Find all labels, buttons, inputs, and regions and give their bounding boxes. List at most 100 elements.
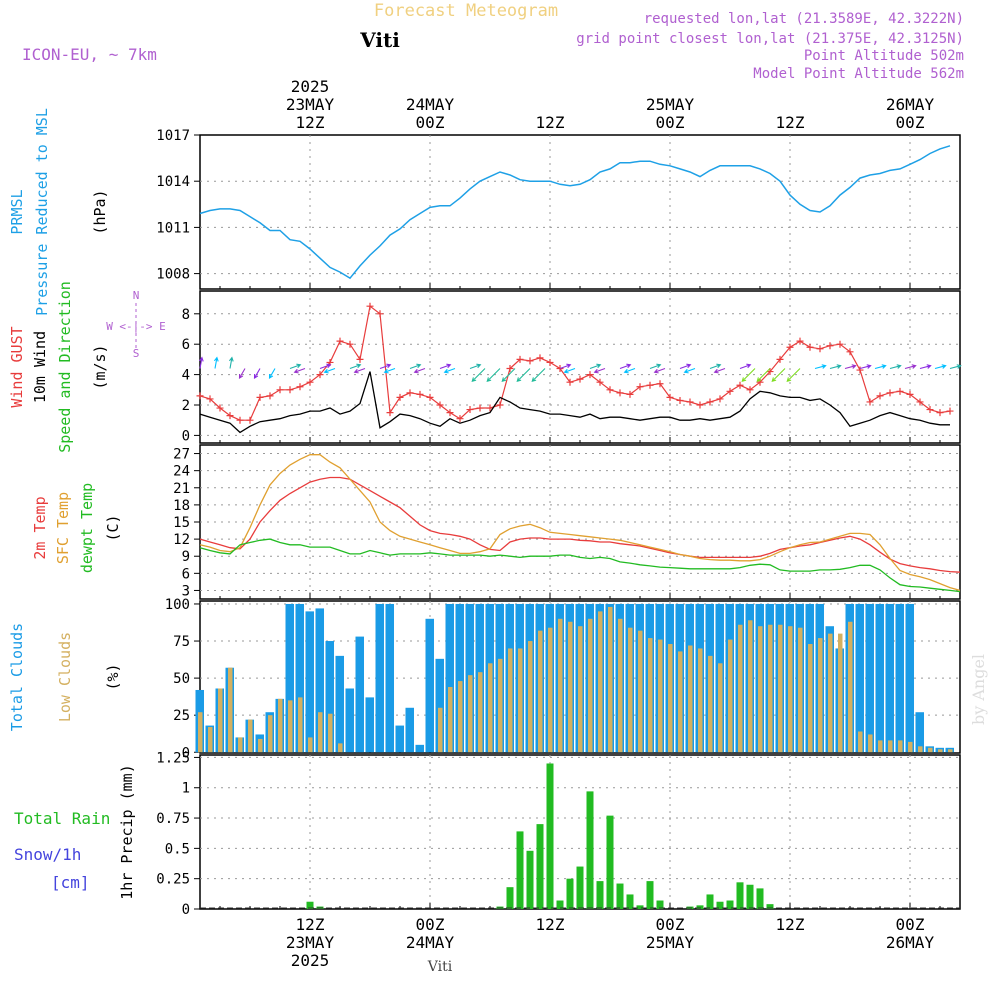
wind-direction-arrow xyxy=(889,364,902,370)
gust-marker xyxy=(576,375,584,383)
gust-marker xyxy=(496,401,504,409)
time-label-bottom: 00Z xyxy=(656,915,685,934)
low-cloud-bar xyxy=(288,700,293,753)
wind-direction-arrow xyxy=(383,368,396,374)
gust-marker xyxy=(266,392,274,400)
total-cloud-bar xyxy=(395,725,404,753)
wind-direction-arrow xyxy=(683,368,696,374)
y-tick-label: 0.5 xyxy=(165,841,190,857)
low-cloud-bar xyxy=(698,648,703,753)
low-cloud-bar xyxy=(598,611,603,753)
total-cloud-bar xyxy=(895,603,904,753)
gust-marker xyxy=(446,409,454,417)
gust-marker xyxy=(826,342,834,350)
time-label-top: 12Z xyxy=(536,113,565,132)
total-rain-label: Total Rain xyxy=(14,809,110,828)
gust-marker xyxy=(796,337,804,345)
low-cloud-bar xyxy=(648,638,653,753)
low-cloud-bar xyxy=(478,672,483,753)
sfc-temp-line xyxy=(199,454,961,592)
wind-direction-arrow xyxy=(439,363,452,370)
gust-marker xyxy=(336,337,344,345)
gust-marker xyxy=(926,406,934,414)
gust-marker xyxy=(696,401,704,409)
y-tick-label: 15 xyxy=(173,515,190,531)
sfc-temp-label: SFC Temp xyxy=(54,492,72,564)
low-cloud-bar xyxy=(568,621,573,753)
low-cloud-bar xyxy=(308,737,313,753)
y-tick-label: 0 xyxy=(182,902,190,918)
low-cloud-bar xyxy=(738,624,743,753)
wind-direction-arrow xyxy=(213,356,219,369)
y-tick-label: 21 xyxy=(173,481,190,497)
low-cloud-bar xyxy=(578,626,583,753)
low-cloud-bar xyxy=(248,719,253,753)
gust-marker xyxy=(476,404,484,412)
gust-marker xyxy=(516,355,524,363)
time-label-top: 24MAY xyxy=(406,95,455,114)
gust-marker xyxy=(936,409,944,417)
wind-direction-arrow xyxy=(501,368,516,383)
y-tick-label: 18 xyxy=(173,498,190,514)
precip-bar xyxy=(696,905,704,909)
low-cloud-bar xyxy=(678,651,683,753)
precip-bar xyxy=(556,900,564,909)
gust-marker xyxy=(916,398,924,406)
precip-bar xyxy=(636,905,644,909)
location-title: Viti xyxy=(359,28,400,52)
gust-marker xyxy=(806,343,814,351)
gust-marker xyxy=(526,357,534,365)
chart-title: Forecast Meteogram xyxy=(374,1,558,21)
gust-marker xyxy=(596,378,604,386)
low-cloud-bar xyxy=(688,645,693,753)
dewpoint-label: dewpt Temp xyxy=(78,483,96,573)
gust-marker xyxy=(636,383,644,391)
total-cloud-bar xyxy=(435,658,444,753)
low-cloud-bar xyxy=(438,707,443,753)
low-cloud-bar xyxy=(548,627,553,753)
time-label-top: 25MAY xyxy=(646,95,695,114)
wind-direction-arrow xyxy=(859,364,872,370)
precip-bar xyxy=(616,883,624,909)
wind-direction-arrow xyxy=(919,364,932,370)
y-tick-label: 6 xyxy=(182,566,190,582)
y-tick-label: 0 xyxy=(182,428,190,444)
y-tick-label: 4 xyxy=(182,368,190,384)
low-cloud-bar xyxy=(528,641,533,753)
gust-marker xyxy=(906,390,914,398)
low-cloud-bar xyxy=(718,663,723,753)
pressure-unit: (hPa) xyxy=(91,189,109,234)
low-cloud-bar xyxy=(908,741,913,753)
wind-direction-arrow xyxy=(353,368,366,374)
precip-bar xyxy=(766,904,774,909)
wind-direction-arrow xyxy=(756,368,771,383)
gust-marker xyxy=(396,393,404,401)
gust-marker xyxy=(706,398,714,406)
total-clouds-label: Total Clouds xyxy=(8,623,26,731)
total-cloud-bar xyxy=(355,636,364,753)
wind-direction-arrow xyxy=(814,364,827,370)
low-cloud-bar xyxy=(708,655,713,753)
low-cloud-bar xyxy=(198,712,203,753)
panel-frame xyxy=(199,134,961,290)
time-label-bottom: 00Z xyxy=(416,915,445,934)
pressure-line xyxy=(199,145,951,280)
clouds-unit: (%) xyxy=(104,663,122,690)
gust-marker xyxy=(296,383,304,391)
wind-direction-arrow xyxy=(379,363,392,370)
gust-marker xyxy=(606,386,614,394)
compass-n: N xyxy=(133,289,140,302)
pressure-label-1: PRMSL xyxy=(8,189,26,234)
low-cloud-bar xyxy=(518,648,523,753)
time-label-bottom: 00Z xyxy=(896,915,925,934)
gust-marker xyxy=(506,365,514,373)
gust-marker xyxy=(676,396,684,404)
low-cloud-bar xyxy=(218,688,223,753)
total-cloud-bar xyxy=(415,744,424,753)
gust-marker xyxy=(536,354,544,362)
total-cloud-bar xyxy=(295,603,304,753)
time-label-bottom: 24MAY xyxy=(406,933,455,952)
gust-marker xyxy=(616,389,624,397)
gust-marker xyxy=(286,386,294,394)
total-cloud-bar xyxy=(345,688,354,753)
